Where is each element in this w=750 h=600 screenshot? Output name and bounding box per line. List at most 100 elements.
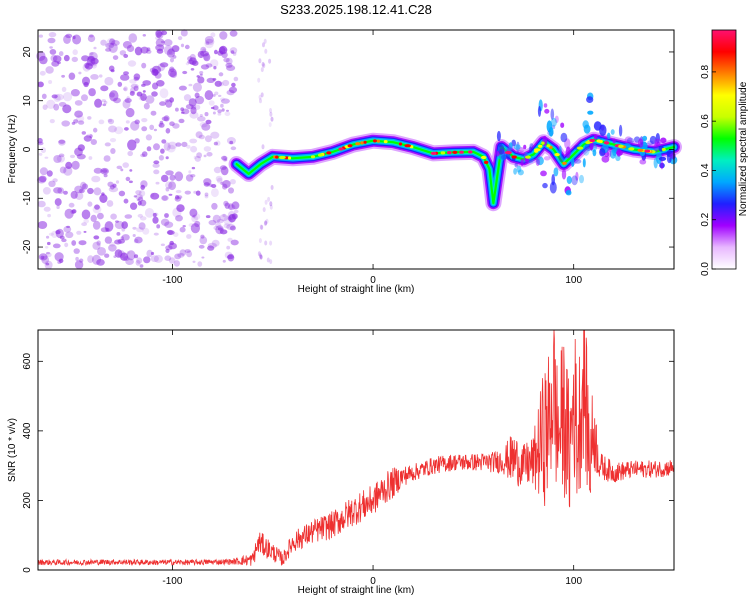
noise-speckle [142, 34, 146, 37]
noise-speckle [74, 147, 83, 157]
ridge-scatter [558, 145, 562, 157]
noise-speckle [229, 179, 236, 185]
noise-speckle [101, 99, 107, 103]
ridge-hotspot [585, 140, 591, 145]
noise-speckle [140, 46, 149, 54]
noise-speckle [155, 181, 160, 185]
noise-speckle [159, 62, 169, 68]
noise-speckle [125, 258, 134, 266]
noise-speckle [51, 94, 58, 99]
noise-speckle [233, 76, 239, 82]
noise-speckle [266, 257, 270, 263]
noise-speckle [63, 34, 71, 45]
ridge-hotspot [287, 156, 292, 160]
noise-speckle [222, 259, 226, 263]
ridge-hotspot [525, 155, 531, 159]
noise-speckle [213, 66, 217, 70]
noise-speckle [104, 221, 114, 232]
noise-speckle [269, 240, 273, 246]
noise-speckle [192, 260, 196, 263]
noise-speckle [191, 214, 199, 223]
noise-speckle [212, 94, 216, 97]
noise-speckle [177, 36, 183, 41]
noise-speckle [126, 96, 130, 100]
noise-speckle [169, 121, 175, 126]
noise-speckle [82, 183, 88, 190]
noise-speckle [213, 166, 222, 174]
ridge-hotspot [534, 148, 541, 152]
noise-speckle [164, 99, 170, 103]
noise-speckle [152, 82, 159, 90]
noise-speckle [179, 226, 186, 233]
noise-speckle [188, 98, 197, 107]
ridge-scatter [618, 124, 623, 137]
spectrogram-x-tick-label: 100 [565, 275, 582, 286]
snr-series-line [37, 329, 675, 567]
noise-speckle [155, 38, 165, 47]
snr-ticks: -100 0 100 0 200 400 600 [22, 330, 674, 587]
ridge-scatter [548, 127, 554, 137]
ridge-scatter [561, 168, 567, 180]
noise-speckle [140, 153, 146, 158]
noise-speckle [128, 180, 133, 184]
spectrogram-y-tick-label: 0 [22, 146, 33, 152]
ridge-scatter [626, 137, 635, 144]
noise-speckle [123, 54, 129, 58]
noise-speckle [165, 128, 171, 134]
noise-speckle [222, 79, 230, 87]
noise-speckle [124, 214, 133, 219]
noise-speckle [184, 44, 190, 50]
noise-speckle [97, 247, 106, 256]
noise-speckle [260, 92, 264, 98]
noise-speckle [200, 64, 210, 70]
noise-speckle [98, 119, 105, 125]
noise-speckle [270, 116, 274, 122]
ridge-scatter [543, 103, 548, 108]
noise-speckle [138, 190, 146, 197]
ridge-scatter [658, 156, 667, 161]
noise-speckle [75, 256, 79, 262]
noise-speckle [133, 238, 139, 244]
noise-speckle [190, 68, 195, 71]
noise-speckle [103, 100, 108, 105]
spectrogram-y-tick-label: 20 [22, 46, 33, 58]
noise-speckle [190, 145, 198, 153]
noise-speckle [220, 97, 225, 101]
noise-speckle [160, 30, 168, 36]
noise-speckle [153, 128, 157, 132]
noise-speckle [74, 185, 84, 194]
noise-speckle [92, 205, 102, 214]
ridge-hotspot [618, 144, 624, 148]
noise-speckle [48, 80, 53, 84]
ridge-scatter [586, 96, 594, 103]
noise-speckle [105, 48, 112, 52]
noise-speckle [199, 71, 204, 75]
noise-speckle [133, 195, 137, 198]
noise-speckle [135, 193, 143, 200]
ridge-scatter [542, 135, 548, 147]
noise-speckle [165, 156, 169, 160]
noise-speckle [174, 171, 184, 182]
noise-speckle [115, 220, 119, 223]
noise-speckle [189, 53, 196, 62]
ridge-scatter [575, 171, 579, 181]
noise-speckle [264, 199, 268, 205]
noise-speckle [167, 141, 177, 150]
ridge-hotspot [637, 148, 644, 152]
snr-y-tick-label: 600 [22, 353, 33, 370]
noise-speckle [37, 81, 44, 88]
noise-speckle [226, 137, 236, 145]
noise-speckle [180, 43, 185, 48]
ridge-hotspot [376, 139, 380, 143]
noise-speckle [219, 31, 228, 40]
noise-speckle [181, 141, 188, 148]
noise-speckle [117, 81, 123, 87]
noise-speckle [198, 244, 205, 249]
noise-speckle [209, 183, 213, 188]
noise-speckle [257, 77, 261, 83]
noise-speckle [184, 190, 191, 195]
noise-speckle [218, 227, 223, 231]
noise-speckle [72, 49, 78, 56]
noise-speckle [100, 167, 109, 175]
spectrogram-marks [36, 29, 682, 270]
